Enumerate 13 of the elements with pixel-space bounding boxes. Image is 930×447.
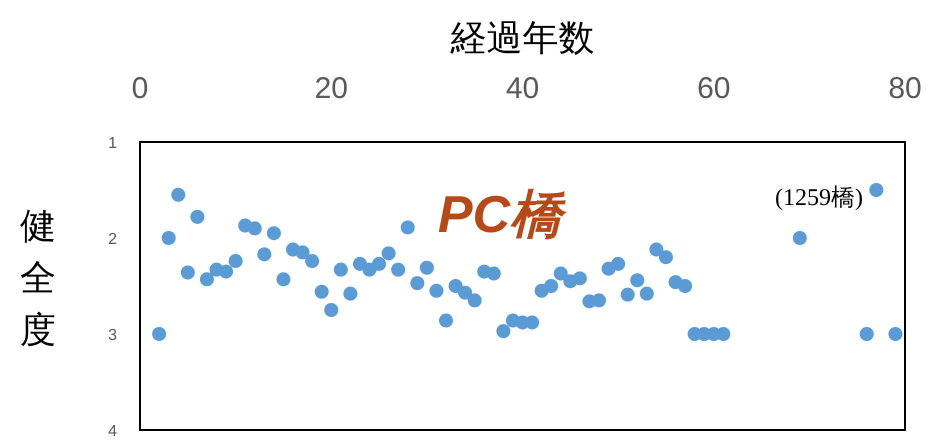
x-tick-label: 20 xyxy=(314,72,348,105)
annotation: (1259橋) xyxy=(775,185,863,211)
x-tick-label: 40 xyxy=(506,72,540,105)
text: PC橋 xyxy=(438,186,568,244)
y-axis-title: 健全度 xyxy=(20,205,56,350)
x-tick-label: 60 xyxy=(697,72,730,105)
y-tick-label: 2 xyxy=(108,231,118,248)
y-tick-label: 3 xyxy=(108,327,118,344)
x-axis-title: 経過年数 xyxy=(450,17,594,58)
x-tick-label: 0 xyxy=(132,72,148,105)
y-tick-label: 4 xyxy=(108,423,118,440)
y-tick-label: 1 xyxy=(108,135,118,152)
x-tick-label: 80 xyxy=(888,72,922,105)
